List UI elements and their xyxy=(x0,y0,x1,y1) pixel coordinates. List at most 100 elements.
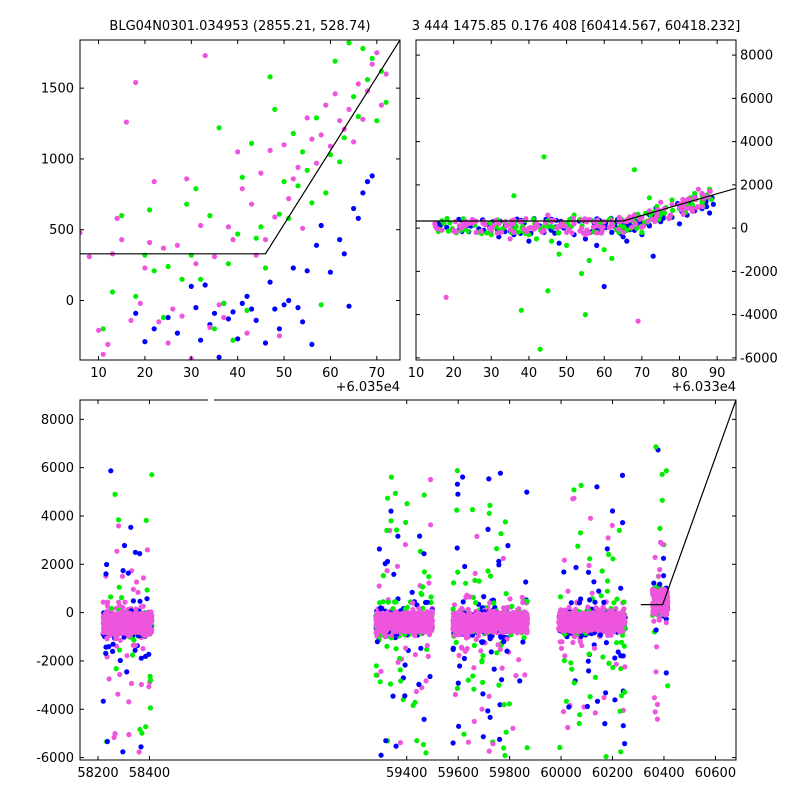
data-point xyxy=(144,624,150,630)
data-point xyxy=(385,495,391,501)
data-point xyxy=(695,186,702,192)
data-point xyxy=(606,551,612,558)
data-point xyxy=(695,204,701,210)
data-point xyxy=(147,239,153,246)
data-point xyxy=(519,594,525,601)
x-tick-label: 60600 xyxy=(695,766,736,781)
data-point xyxy=(426,624,432,630)
data-point xyxy=(383,738,389,744)
data-point xyxy=(112,491,118,497)
data-point xyxy=(591,579,597,585)
data-point xyxy=(144,596,150,602)
data-point xyxy=(548,238,555,244)
data-point xyxy=(109,606,115,612)
data-point xyxy=(602,621,608,627)
data-point xyxy=(458,617,464,623)
data-point xyxy=(300,225,306,231)
data-point xyxy=(506,627,512,633)
chart-title: BLG04N0301.034953 (2855.21, 528.74) xyxy=(109,19,370,34)
data-point xyxy=(249,306,255,312)
data-point xyxy=(477,611,483,617)
x-tick-label: 10 xyxy=(90,366,107,381)
data-point xyxy=(657,525,663,532)
x-tick-label: 40 xyxy=(229,366,246,381)
y-tick-label: -4000 xyxy=(740,308,778,323)
data-point xyxy=(652,588,659,594)
data-point xyxy=(517,678,523,684)
data-point xyxy=(147,621,153,627)
data-point xyxy=(462,563,468,570)
data-point xyxy=(456,223,463,229)
data-point xyxy=(116,615,122,621)
chart-title: 3 444 1475.85 0.176 408 [60414.567, 6041… xyxy=(412,19,741,34)
data-point xyxy=(337,237,343,243)
data-point xyxy=(484,230,490,236)
data-point xyxy=(511,229,517,235)
data-point xyxy=(104,635,110,641)
data-point xyxy=(651,695,658,701)
data-point xyxy=(473,636,479,643)
data-point xyxy=(133,310,139,316)
data-point xyxy=(124,653,130,659)
data-point xyxy=(618,693,625,699)
data-point xyxy=(503,624,509,630)
data-point xyxy=(486,748,492,754)
data-point xyxy=(262,237,269,243)
data-point xyxy=(620,723,626,729)
data-point xyxy=(249,201,255,207)
data-point xyxy=(577,712,583,718)
data-point xyxy=(106,676,112,682)
data-point xyxy=(533,236,540,242)
data-point xyxy=(450,740,456,746)
data-point xyxy=(603,754,609,760)
data-point xyxy=(659,497,665,503)
data-point xyxy=(387,681,394,687)
data-point xyxy=(602,721,608,727)
data-point xyxy=(575,543,581,549)
data-point xyxy=(592,599,598,605)
data-point xyxy=(120,749,126,755)
data-point xyxy=(579,611,586,617)
data-point xyxy=(122,599,128,605)
data-point xyxy=(378,102,384,108)
data-point xyxy=(383,99,389,105)
data-point xyxy=(86,254,92,260)
data-point xyxy=(655,599,662,605)
data-point xyxy=(207,324,213,330)
data-point xyxy=(592,625,598,631)
data-point xyxy=(594,217,601,223)
data-point xyxy=(462,223,469,229)
x-tick-label: 50 xyxy=(276,366,293,381)
data-point xyxy=(453,639,459,646)
model-line xyxy=(640,400,736,606)
data-point xyxy=(707,188,713,194)
data-point xyxy=(587,556,593,562)
data-point xyxy=(253,317,259,323)
data-point xyxy=(378,668,384,675)
data-point xyxy=(568,600,574,606)
data-point xyxy=(571,634,578,640)
data-point xyxy=(414,738,420,744)
data-point xyxy=(558,645,565,652)
data-point xyxy=(657,581,663,587)
data-point xyxy=(140,603,146,609)
data-point xyxy=(622,741,628,747)
x-tick-label: 59400 xyxy=(386,766,427,781)
data-point xyxy=(488,649,494,655)
data-point xyxy=(575,629,582,635)
axes-frame xyxy=(79,39,401,361)
data-point xyxy=(373,672,379,678)
data-point xyxy=(126,732,132,738)
data-point xyxy=(120,630,126,636)
data-point xyxy=(663,468,670,474)
data-point xyxy=(541,228,547,234)
data-point xyxy=(235,231,241,237)
data-point xyxy=(426,574,432,580)
data-point xyxy=(560,615,566,622)
data-point xyxy=(579,624,586,630)
data-point xyxy=(513,673,519,679)
data-point xyxy=(318,222,324,229)
data-point xyxy=(121,542,128,549)
data-point xyxy=(537,346,543,352)
data-point xyxy=(378,752,384,758)
